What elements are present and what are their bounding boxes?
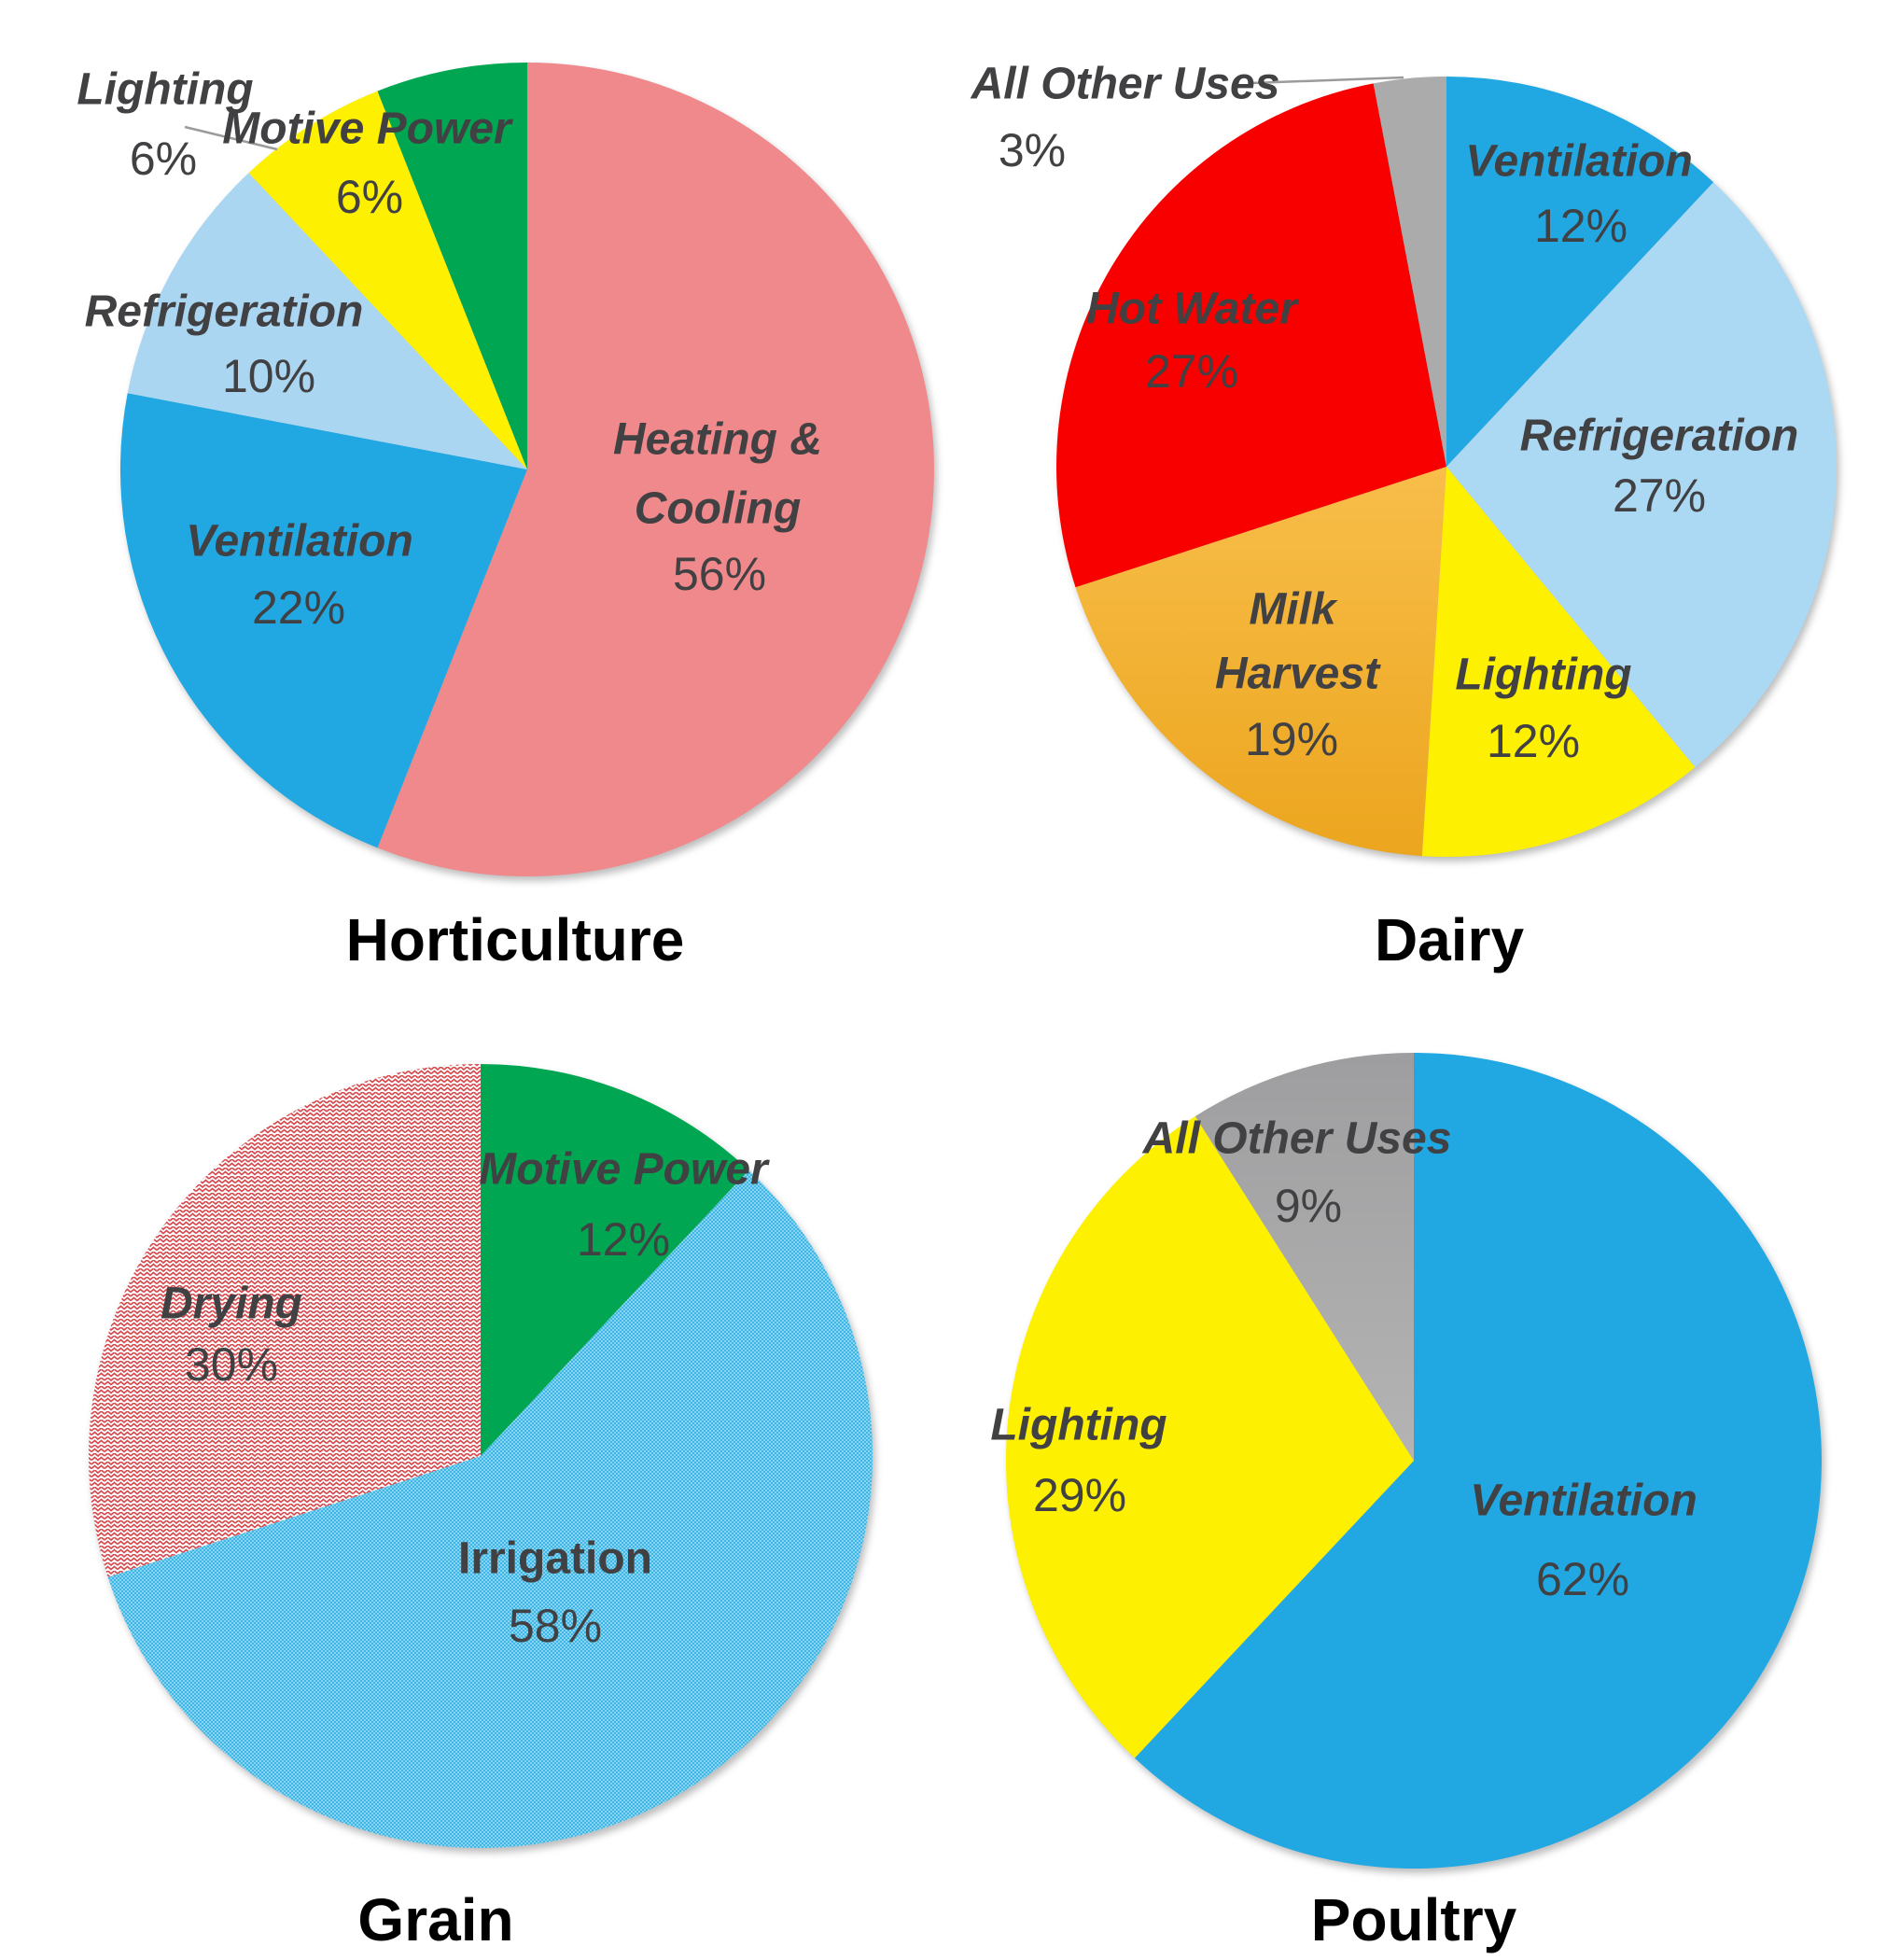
slice-horticulture-lighting	[248, 91, 527, 469]
slice-label-horticulture-motive-power: Motive Power	[222, 105, 513, 154]
pie-chart-poultry: Ventilation 62% Lighting 29% All Other Uses 9…	[990, 1053, 1823, 1953]
slice-dairy-hot-water	[1056, 83, 1446, 588]
slice-pct-dairy-refrigeration: 27%	[1613, 469, 1706, 522]
slice-pct-dairy-milk-harvest: 19%	[1245, 713, 1338, 765]
slice-pct-poultry-all-other-uses: 9%	[1275, 1180, 1342, 1232]
slice-pct-horticulture-ventilation: 22%	[252, 581, 345, 634]
slice-pct-horticulture-refrigeration: 10%	[222, 350, 315, 402]
slice-pct-horticulture-heating-cooling: 56%	[673, 548, 766, 600]
pie-poultry-labels: Ventilation 62% Lighting 29% All Other Uses 9…	[990, 1114, 1697, 1606]
slice-dairy-milk-harvest	[1075, 467, 1446, 857]
chart-title-dairy: Dairy	[1375, 906, 1525, 973]
slice-poultry-ventilation	[1134, 1053, 1823, 1869]
slice-label-horticulture-heating-cooling: Heating &	[613, 415, 822, 465]
slice-label-horticulture-heating-cooling: Cooling	[635, 484, 802, 534]
leader-line-dairy-all-other-uses	[1250, 76, 1404, 85]
slice-horticulture-ventilation	[119, 393, 527, 848]
leader-line-horticulture-lighting	[184, 125, 278, 151]
slice-pct-horticulture-motive-power: 6%	[336, 171, 403, 223]
chart-title-horticulture: Horticulture	[346, 906, 685, 973]
pie-dairy-labels: Ventilation 12% Refrigeration 27% Lighting 12…	[971, 60, 1799, 768]
slice-label-grain-drying: Drying	[161, 1280, 302, 1329]
slice-label-poultry-ventilation: Ventilation	[1470, 1477, 1697, 1526]
slice-label-dairy-ventilation: Ventilation	[1465, 137, 1693, 187]
chart-title-grain: Grain	[357, 1886, 513, 1953]
slice-pct-grain-motive-power: 12%	[577, 1213, 670, 1266]
slice-grain-irrigation	[107, 1169, 873, 1849]
slice-pct-poultry-ventilation: 62%	[1536, 1553, 1629, 1605]
slice-pct-dairy-ventilation: 12%	[1534, 200, 1628, 252]
slice-dairy-ventilation	[1446, 77, 1714, 467]
slice-pct-dairy-hot-water: 27%	[1145, 345, 1238, 398]
slice-dairy-lighting	[1421, 467, 1696, 858]
slice-label-poultry-lighting: Lighting	[990, 1401, 1167, 1450]
pie-grain-labels: Motive Power 12% Irrigation 58% Drying 30%	[161, 1145, 770, 1653]
slice-grain-drying	[89, 1064, 481, 1577]
slice-label-grain-irrigation: Irrigation	[458, 1534, 652, 1584]
slice-dairy-refrigeration	[1446, 182, 1837, 768]
chart-title-poultry: Poultry	[1311, 1886, 1517, 1953]
slice-label-dairy-refrigeration: Refrigeration	[1520, 412, 1799, 461]
pie-horticulture-labels: Heating & Cooling 56% Ventilation 22% Refrige…	[77, 65, 822, 635]
slice-pct-grain-drying: 30%	[185, 1338, 278, 1391]
pie-dairy-slices	[1056, 77, 1837, 858]
pie-chart-dairy: Ventilation 12% Refrigeration 27% Lighting 12…	[971, 60, 1837, 973]
pie-chart-grain: Motive Power 12% Irrigation 58% Drying 30% Gra…	[89, 1064, 873, 1953]
slice-dairy-all-other-uses	[1373, 77, 1446, 467]
slice-horticulture-motive-power	[377, 63, 527, 469]
slice-poultry-lighting	[1005, 1116, 1414, 1758]
pie-chart-horticulture: Heating & Cooling 56% Ventilation 22% Refrige…	[77, 63, 934, 973]
slice-grain-motive-power	[481, 1064, 749, 1456]
pie-poultry-slices	[1005, 1053, 1823, 1869]
pie-horticulture-slices	[119, 63, 934, 876]
slice-pct-horticulture-lighting: 6%	[130, 133, 197, 185]
slice-label-dairy-lighting: Lighting	[1455, 651, 1631, 700]
slice-label-dairy-hot-water: Hot Water	[1086, 285, 1299, 334]
slice-label-horticulture-ventilation: Ventilation	[186, 517, 413, 567]
slice-label-grain-motive-power: Motive Power	[479, 1145, 770, 1195]
slice-pct-grain-irrigation: 58%	[509, 1600, 602, 1652]
slice-pct-poultry-lighting: 29%	[1033, 1469, 1126, 1521]
slice-label-poultry-all-other-uses: All Other Uses	[1142, 1114, 1452, 1164]
slice-label-dairy-milk-harvest: Harvest	[1215, 650, 1381, 699]
slice-label-horticulture-lighting: Lighting	[77, 65, 253, 115]
slice-poultry-all-other-uses	[1194, 1053, 1414, 1461]
slice-pct-dairy-lighting: 12%	[1487, 715, 1580, 767]
slice-horticulture-heating-cooling	[377, 63, 934, 876]
slice-pct-dairy-all-other-uses: 3%	[999, 124, 1066, 176]
slice-horticulture-refrigeration	[127, 173, 527, 469]
slice-label-horticulture-refrigeration: Refrigeration	[85, 287, 364, 337]
slice-label-dairy-all-other-uses: All Other Uses	[971, 60, 1280, 109]
slice-label-dairy-milk-harvest: Milk	[1249, 585, 1338, 635]
pie-grain-slices	[89, 1064, 873, 1849]
